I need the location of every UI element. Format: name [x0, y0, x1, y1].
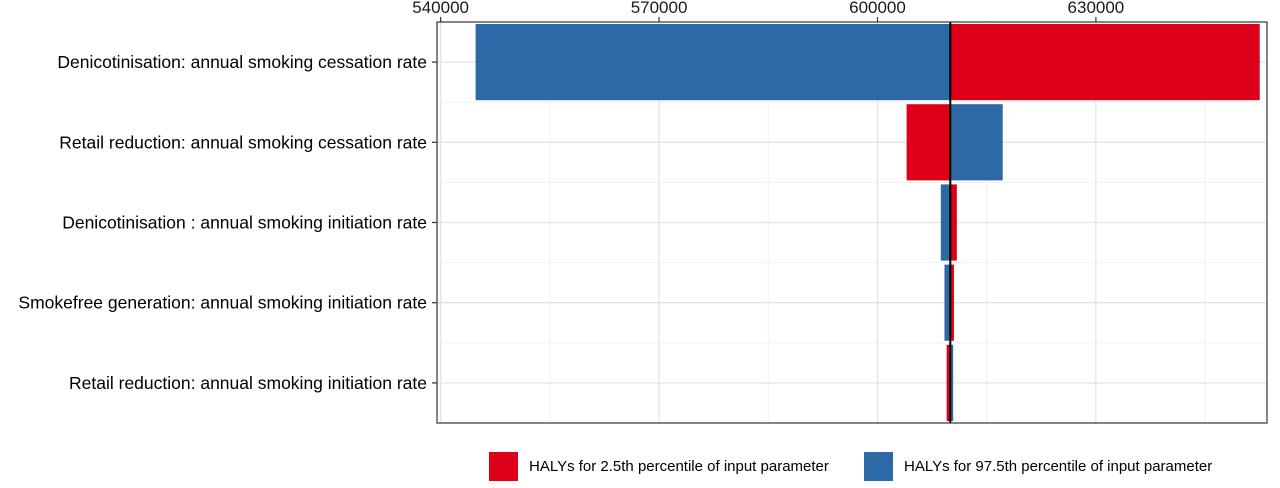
bar-2-5th-percentile — [906, 104, 951, 181]
x-axis: 540000 570000 600000 630000 — [412, 0, 1124, 22]
x-tick-label: 630000 — [1068, 0, 1125, 17]
legend-label-high: HALYs for 97.5th percentile of input par… — [904, 458, 1213, 475]
bars — [475, 24, 1260, 421]
bar-2-5th-percentile — [946, 344, 951, 421]
category-label: Denicotinisation : annual smoking initia… — [62, 213, 427, 233]
category-label: Denicotinisation: annual smoking cessati… — [57, 52, 427, 72]
x-tick-label: 600000 — [849, 0, 906, 17]
legend-swatch-high — [864, 452, 893, 481]
x-tick-label: 540000 — [412, 0, 469, 17]
legend-item-low: HALYs for 2.5th percentile of input para… — [489, 452, 829, 481]
legend: HALYs for 2.5th percentile of input para… — [0, 452, 1280, 488]
legend-item-high: HALYs for 97.5th percentile of input par… — [864, 452, 1212, 481]
bar-2-5th-percentile — [950, 24, 1260, 101]
tornado-chart: 540000 570000 600000 630000 Denicotinisatio… — [18, 0, 1268, 424]
legend-swatch-low — [489, 452, 518, 481]
category-label: Retail reduction: annual smoking cessati… — [59, 132, 427, 152]
bar-97-5th-percentile — [475, 24, 951, 101]
bar-2-5th-percentile — [950, 264, 954, 341]
y-axis: Denicotinisation: annual smoking cessati… — [18, 52, 437, 393]
category-label: Retail reduction: annual smoking initiat… — [69, 373, 427, 393]
bar-97-5th-percentile — [940, 184, 951, 261]
bar-97-5th-percentile — [950, 344, 954, 421]
legend-label-low: HALYs for 2.5th percentile of input para… — [529, 458, 829, 475]
bar-97-5th-percentile — [944, 264, 951, 341]
category-label: Smokefree generation: annual smoking ini… — [18, 293, 427, 313]
bar-2-5th-percentile — [950, 184, 957, 261]
x-tick-label: 570000 — [631, 0, 688, 17]
bar-97-5th-percentile — [950, 104, 1003, 181]
